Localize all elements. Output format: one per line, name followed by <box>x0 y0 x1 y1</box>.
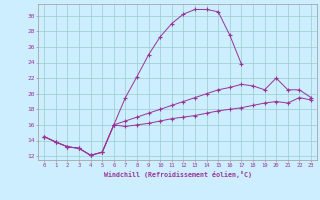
X-axis label: Windchill (Refroidissement éolien,°C): Windchill (Refroidissement éolien,°C) <box>104 171 252 178</box>
